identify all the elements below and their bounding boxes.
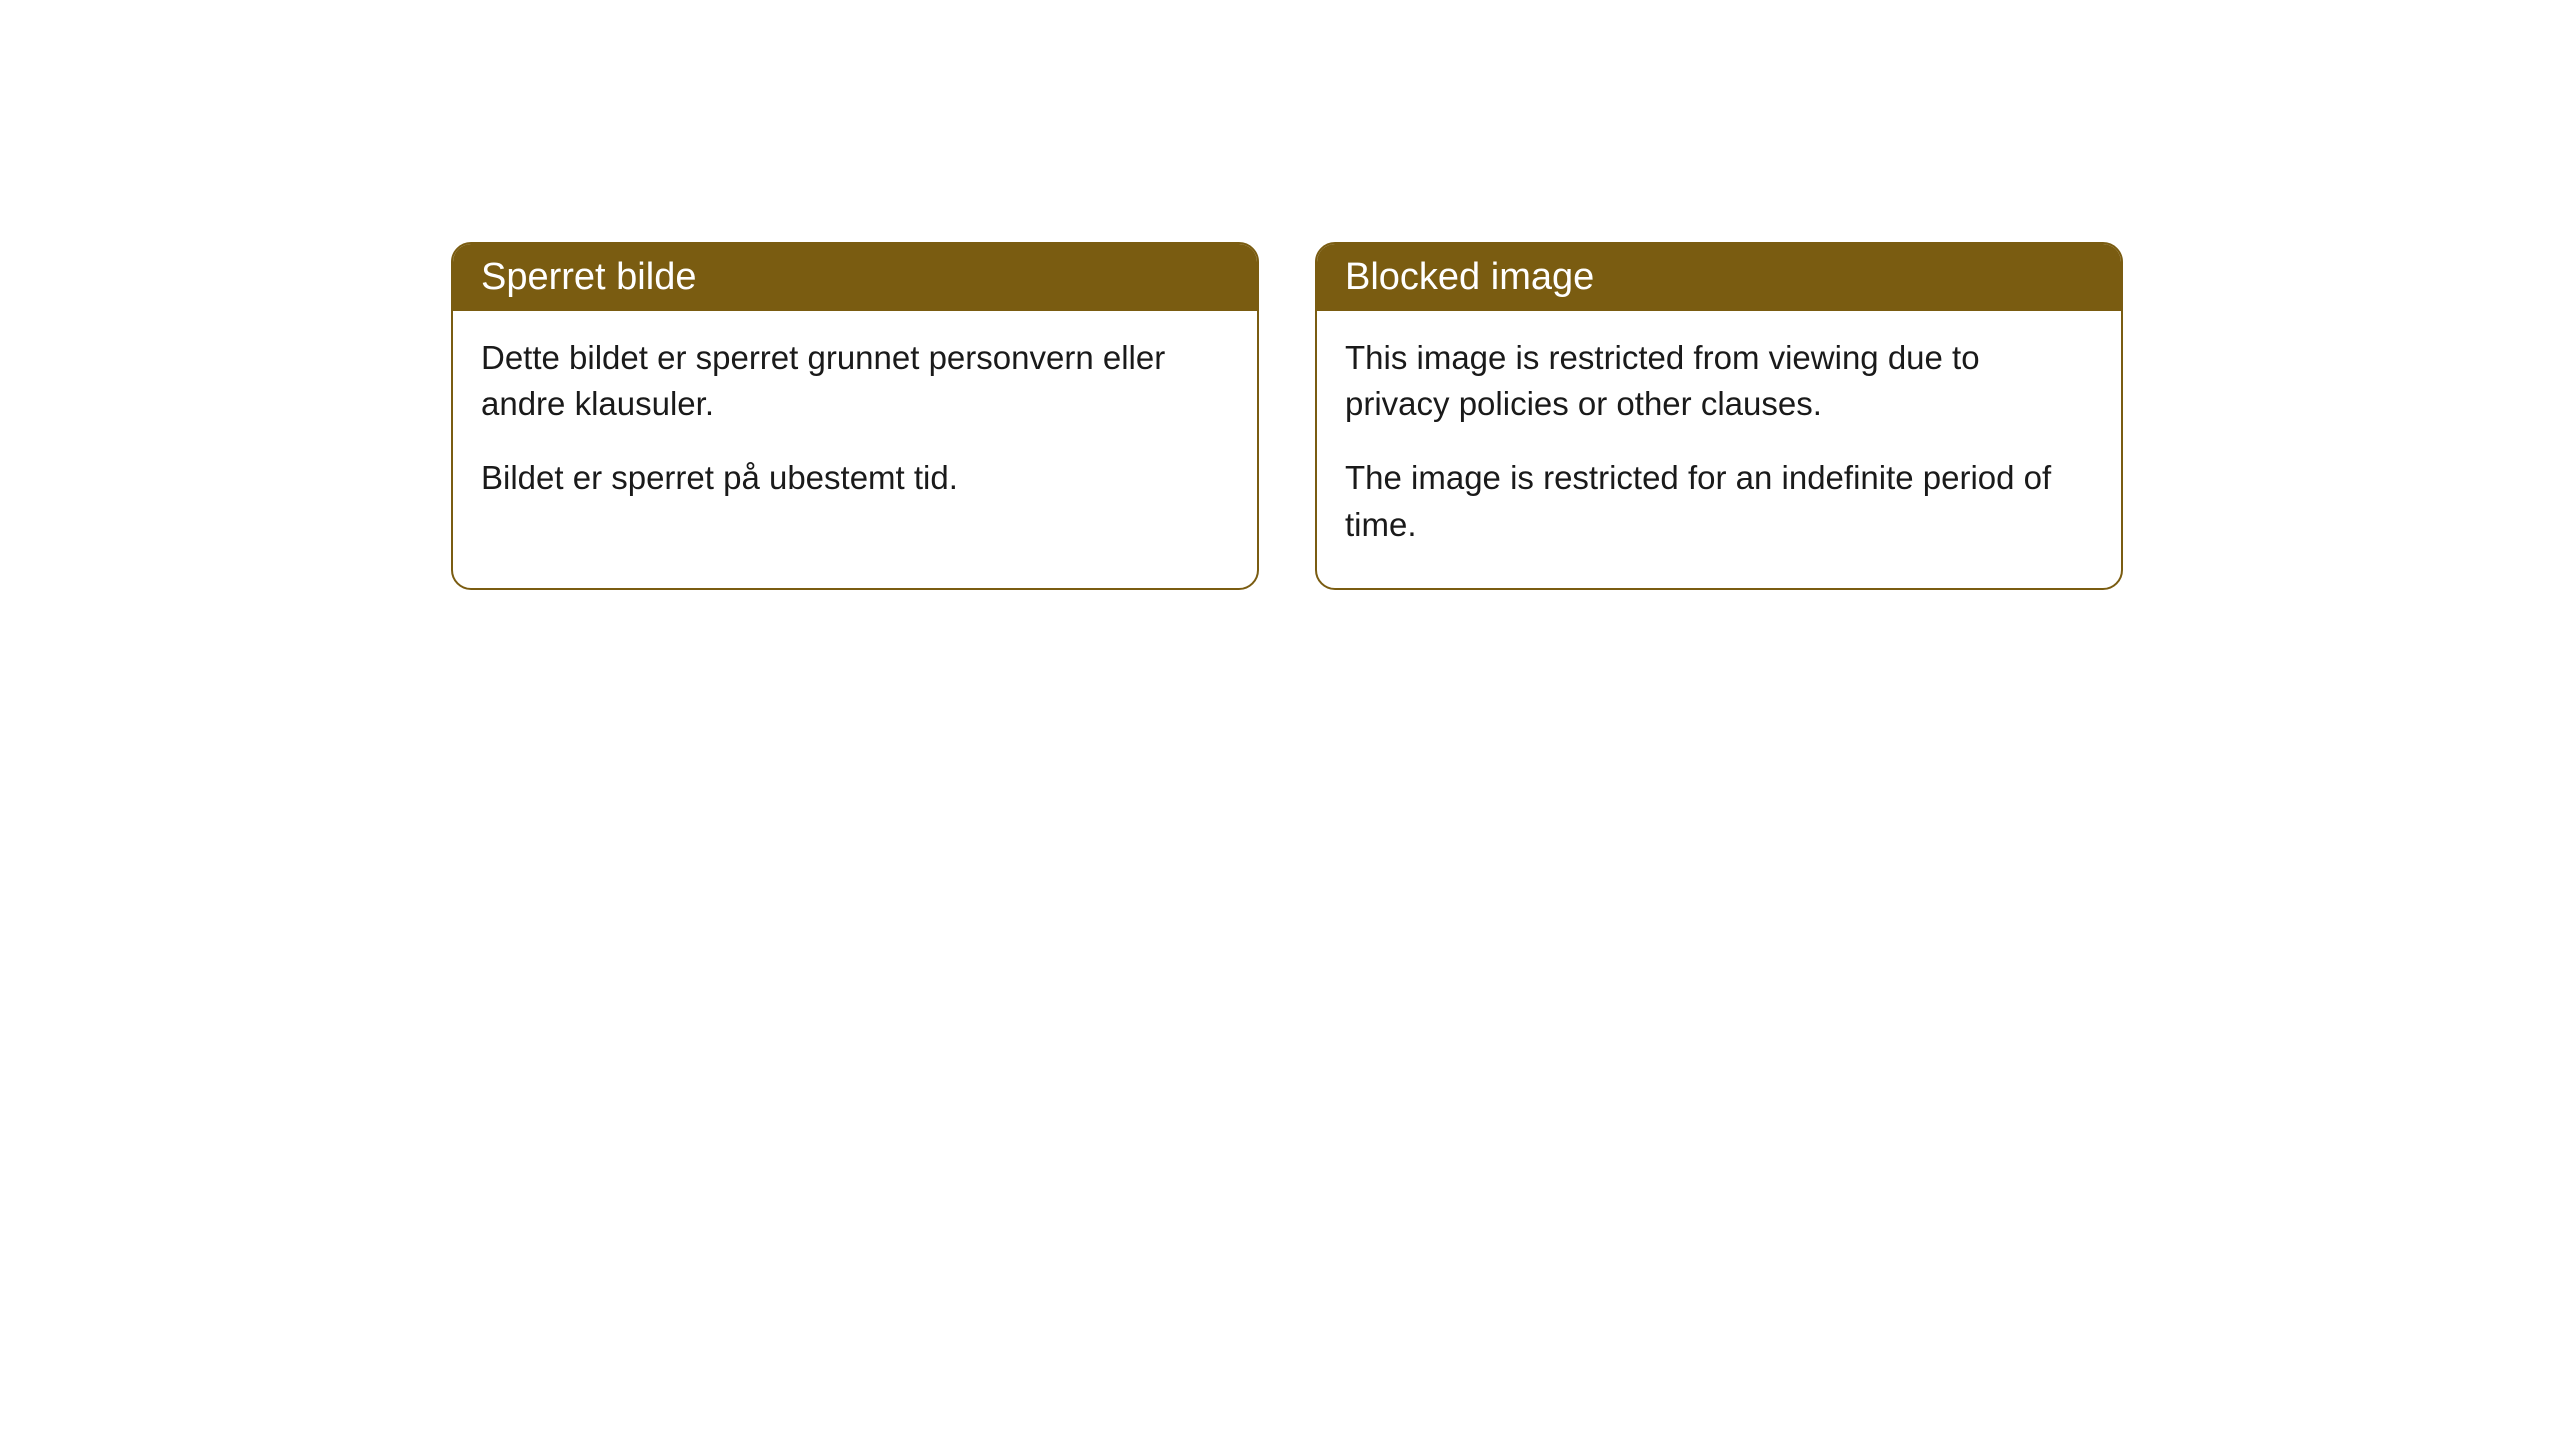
card-title: Blocked image (1345, 256, 1594, 298)
notice-card-norwegian: Sperret bilde Dette bildet er sperret gr… (451, 242, 1259, 590)
card-title: Sperret bilde (481, 256, 696, 298)
card-body: This image is restricted from viewing du… (1317, 311, 2121, 588)
card-header: Sperret bilde (453, 244, 1257, 311)
card-paragraph: This image is restricted from viewing du… (1345, 335, 2093, 427)
card-paragraph: Bildet er sperret på ubestemt tid. (481, 455, 1229, 501)
notice-card-english: Blocked image This image is restricted f… (1315, 242, 2123, 590)
card-header: Blocked image (1317, 244, 2121, 311)
card-body: Dette bildet er sperret grunnet personve… (453, 311, 1257, 542)
notice-container: Sperret bilde Dette bildet er sperret gr… (0, 0, 2560, 590)
card-paragraph: Dette bildet er sperret grunnet personve… (481, 335, 1229, 427)
card-paragraph: The image is restricted for an indefinit… (1345, 455, 2093, 547)
